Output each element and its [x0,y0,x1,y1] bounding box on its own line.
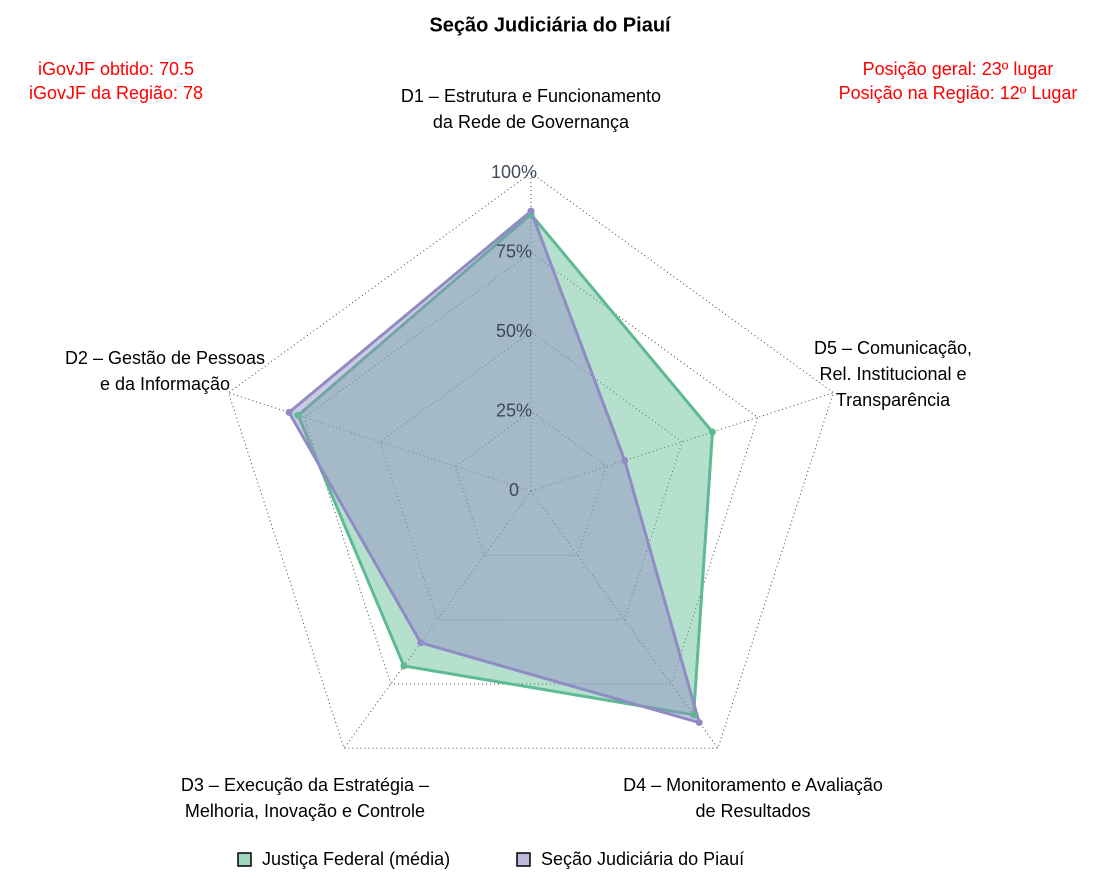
data-point [400,662,408,670]
annotation: iGovJF da Região: 78 [29,83,203,103]
axis-label: D1 – Estrutura e Funcionamento [401,86,661,106]
legend-label: Justiça Federal (média) [262,849,450,869]
series-area [287,208,702,725]
axis-spoke [530,490,719,749]
r-tick-label: 50% [496,321,532,341]
grid-ring [303,251,759,685]
r-tick-label: 0 [509,480,519,500]
axis-label: de Resultados [695,801,810,821]
annotation: iGovJF obtido: 70.5 [38,59,194,79]
axis-label: D4 – Monitoramento e Avaliação [623,775,883,795]
axis-label: e da Informação [100,374,230,394]
data-point [417,639,425,647]
axis-label: D3 – Execução da Estratégia – [181,775,429,795]
axis-label: D2 – Gestão de Pessoas [65,348,265,368]
legend-swatch [516,852,531,867]
axis-label: Rel. Institucional e [819,364,966,384]
axis-label: Transparência [836,390,951,410]
data-point [695,719,703,727]
r-tick-label: 25% [496,400,532,420]
axis-label: D5 – Comunicação, [814,338,972,358]
data-point [527,207,535,215]
annotation: Posição na Região: 12º Lugar [839,83,1078,103]
data-point [285,408,293,416]
legend-label: Seção Judiciária do Piauí [541,849,744,869]
r-tick-label: 100% [491,162,537,182]
axis-label: Melhoria, Inovação e Controle [185,801,425,821]
axis-spoke [228,392,532,492]
legend-swatch [237,852,252,867]
series-area [296,212,714,717]
axis-spoke [343,490,532,749]
chart-title: Seção Judiciária do Piauí [429,14,672,36]
r-tick-label: 75% [496,241,532,261]
data-point [621,457,629,465]
annotation: Posição geral: 23º lugar [863,59,1054,79]
axis-label: da Rede de Governança [433,112,630,132]
data-point [294,411,302,419]
data-point [690,711,698,719]
axis-spoke [530,392,834,492]
data-point [708,428,716,436]
